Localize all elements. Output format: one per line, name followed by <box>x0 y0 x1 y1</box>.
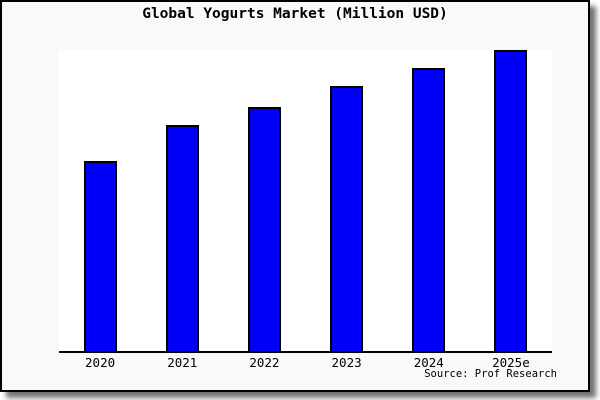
bar-2025e <box>494 50 527 351</box>
bar-2021 <box>166 125 199 351</box>
x-tick-label-2025e: 2025e <box>492 355 530 370</box>
source-note: Source: Prof Research <box>424 368 557 380</box>
x-tick-label-2022: 2022 <box>249 355 280 370</box>
x-axis-labels: 2020 2021 2022 2023 2024 2025e <box>59 355 552 371</box>
bar-2022 <box>248 107 281 351</box>
chart-title: Global Yogurts Market (Million USD) <box>142 6 448 22</box>
x-tick-label-2021: 2021 <box>167 355 198 370</box>
x-axis-line <box>59 351 552 353</box>
plot-area <box>59 50 552 353</box>
bar-2023 <box>330 86 363 351</box>
x-tick-label-2020: 2020 <box>85 355 116 370</box>
x-tick-label-2024: 2024 <box>413 355 444 370</box>
bar-2024 <box>412 68 445 351</box>
bar-2020 <box>84 161 117 351</box>
chart-frame: Global Yogurts Market (Million USD) 2020… <box>0 0 590 392</box>
x-tick-label-2023: 2023 <box>331 355 362 370</box>
